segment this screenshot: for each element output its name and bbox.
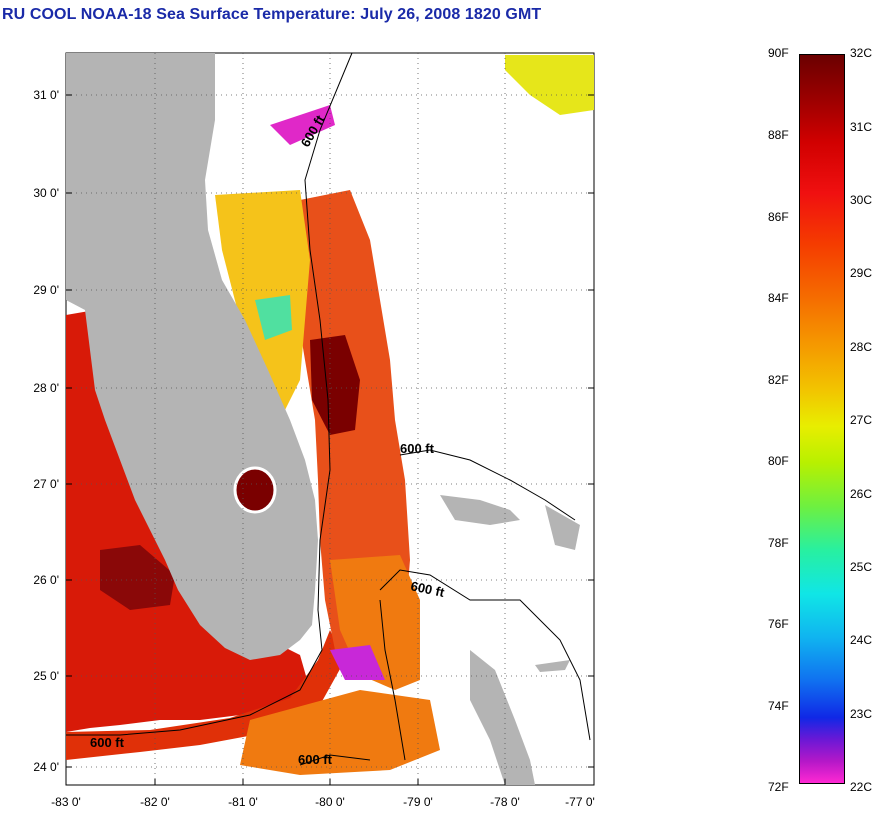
y-tick-label: 26 0'	[33, 573, 59, 587]
y-tick-label: 24 0'	[33, 760, 59, 774]
colorbar-c-label: 26C	[850, 487, 873, 501]
colorbar-c-label: 25C	[850, 560, 873, 574]
colorbar-c-label: 22C	[850, 780, 873, 794]
colorbar-f-label: 80F	[768, 454, 789, 468]
y-tick-label: 27 0'	[33, 477, 59, 491]
map-title: RU COOL NOAA-18 Sea Surface Temperature:…	[2, 6, 542, 23]
colorbar-c-label: 32C	[850, 46, 873, 60]
isobath-little-bahama	[399, 449, 576, 521]
colorbar-c-label: 28C	[850, 340, 873, 354]
x-tick-label: -83 0'	[51, 795, 81, 809]
contour-label-tongue: 600 ft	[409, 578, 446, 600]
colorbar-f-label: 74F	[768, 699, 789, 713]
green-fringe	[255, 295, 292, 340]
isobath-south	[299, 754, 371, 766]
isobath-florida-east	[66, 52, 353, 736]
colorbar-f-label: 82F	[768, 373, 789, 387]
colorbar-f-label: 72F	[768, 780, 789, 794]
bahamas-abaco	[545, 505, 580, 550]
x-tick-label: -78 0'	[490, 795, 520, 809]
colorbar-c-label: 27C	[850, 413, 873, 427]
y-tick-label: 25 0'	[33, 669, 59, 683]
colorbar-c-label: 31C	[850, 120, 873, 134]
x-axis-ticks	[65, 779, 595, 785]
colorbar-f-label: 84F	[768, 291, 789, 305]
contour-label-bahama-bank: 600 ft	[400, 441, 435, 456]
y-tick-label: 29 0'	[33, 283, 59, 297]
x-tick-label: -81 0'	[228, 795, 258, 809]
y-tick-label: 28 0'	[33, 381, 59, 395]
colorbar	[799, 54, 845, 784]
atlantic-hot-core	[310, 335, 360, 435]
colorbar-c-label: 29C	[850, 266, 873, 280]
x-tick-label: -82 0'	[140, 795, 170, 809]
cold-fringe-north	[270, 105, 335, 145]
colorbar-f-label: 90F	[768, 46, 789, 60]
isobath-tongue	[379, 599, 406, 761]
southern-warm-patch	[240, 690, 440, 775]
gulf-hot-patch	[100, 545, 175, 610]
colorbar-c-label: 30C	[850, 193, 873, 207]
isobath-contours	[66, 52, 591, 766]
x-tick-label: -77 0'	[565, 795, 595, 809]
grid	[66, 53, 594, 785]
cold-fringe-south	[330, 645, 385, 680]
colorbar-c-label: 23C	[850, 707, 873, 721]
contour-label-south: 600 ft	[298, 752, 333, 767]
bahamas-andros	[470, 650, 535, 785]
y-tick-label: 30 0'	[33, 186, 59, 200]
isobath-great-bahama	[379, 569, 591, 741]
colorbar-c-label: 24C	[850, 633, 873, 647]
colorbar-f-label: 76F	[768, 617, 789, 631]
bahamas-berry	[535, 660, 570, 672]
y-tick-label: 31 0'	[33, 88, 59, 102]
ne-cool-patch	[505, 55, 594, 115]
land-layer	[66, 53, 580, 785]
colorbar-f-label: 86F	[768, 210, 789, 224]
bahamas-grand-bahama	[440, 495, 520, 525]
y-axis-ticks	[66, 94, 594, 768]
colorbar-f-label: 88F	[768, 128, 789, 142]
x-tick-label: -80 0'	[315, 795, 345, 809]
contour-label-southwest: 600 ft	[90, 735, 125, 750]
x-tick-label: -79 0'	[403, 795, 433, 809]
colorbar-f-label: 78F	[768, 536, 789, 550]
lake-okeechobee	[233, 466, 277, 514]
